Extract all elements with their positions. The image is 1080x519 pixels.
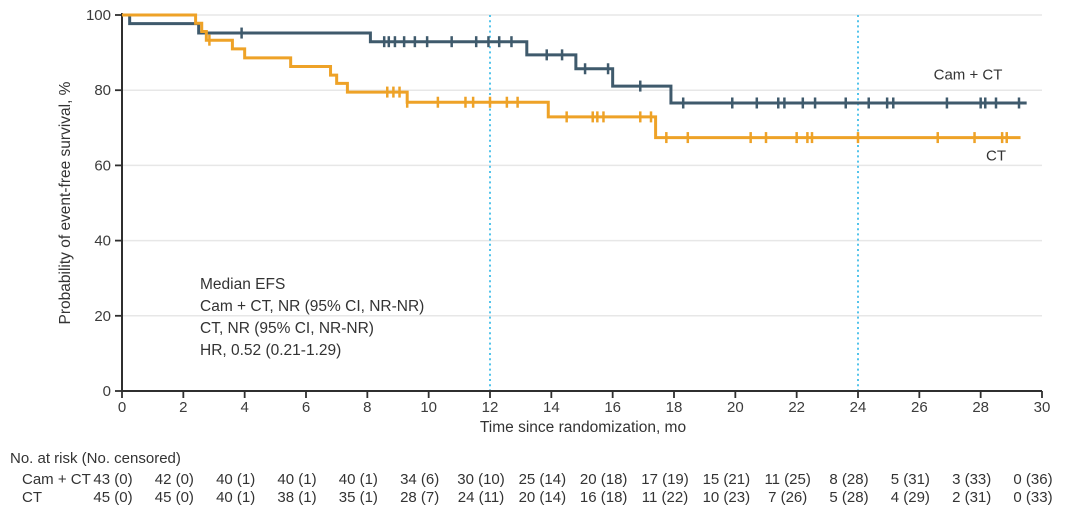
x-tick-label-12: 12 <box>482 399 499 416</box>
y-tick-label-100: 100 <box>86 7 111 24</box>
x-tick-label-22: 22 <box>788 399 805 416</box>
x-tick-label-20: 20 <box>727 399 744 416</box>
survival-curve-cam-ct <box>122 13 1027 105</box>
y-axis-title: Probability of event-free survival, % <box>57 81 74 325</box>
risk-cell: 7 (26) <box>768 489 808 506</box>
risk-row-label-cam-ct: Cam + CT <box>22 471 91 488</box>
annotation-line-ct: CT, NR (95% CI, NR-NR) <box>200 320 374 337</box>
risk-cell: 0 (33) <box>1013 489 1053 506</box>
x-tick-label-0: 0 <box>118 399 126 416</box>
risk-cell: 45 (0) <box>93 489 133 506</box>
y-tick-label-80: 80 <box>94 82 111 99</box>
risk-cell: 24 (11) <box>457 489 505 506</box>
risk-cell: 20 (18) <box>579 471 628 488</box>
risk-cell: 8 (28) <box>829 471 869 488</box>
annotation-line-cam-ct: Cam + CT, NR (95% CI, NR-NR) <box>200 298 425 315</box>
x-tick-label-6: 6 <box>302 399 310 416</box>
y-tick-label-20: 20 <box>94 308 111 325</box>
annotation-line-median-efs: Median EFS <box>200 276 286 293</box>
risk-cell: 40 (1) <box>216 471 256 488</box>
x-tick-label-10: 10 <box>420 399 437 416</box>
risk-cell: 10 (23) <box>702 489 751 506</box>
risk-cell: 15 (21) <box>702 471 751 488</box>
y-tick-label-60: 60 <box>94 157 111 174</box>
risk-cell: 3 (33) <box>952 471 992 488</box>
survival-curve-ct <box>122 13 1021 140</box>
risk-cell: 40 (1) <box>216 489 256 506</box>
x-tick-label-4: 4 <box>240 399 248 416</box>
risk-cell: 38 (1) <box>277 489 317 506</box>
x-tick-label-30: 30 <box>1034 399 1051 416</box>
x-tick-label-26: 26 <box>911 399 928 416</box>
risk-table-header: No. at risk (No. censored) <box>10 450 181 467</box>
x-tick-label-2: 2 <box>179 399 187 416</box>
y-tick-label-0: 0 <box>103 383 111 400</box>
risk-cell: 35 (1) <box>338 489 378 506</box>
risk-cell: 45 (0) <box>154 489 194 506</box>
risk-cell: 43 (0) <box>93 471 133 488</box>
risk-cell: 11 (25) <box>764 471 811 488</box>
risk-cell: 25 (14) <box>518 471 567 488</box>
series-label-ct: CT <box>986 147 1006 165</box>
risk-cell: 5 (28) <box>829 489 869 506</box>
risk-cell: 40 (1) <box>338 471 378 488</box>
risk-cell: 2 (31) <box>952 489 992 506</box>
risk-cell: 4 (29) <box>890 489 930 506</box>
risk-cell: 16 (18) <box>579 489 628 506</box>
x-tick-label-24: 24 <box>850 399 867 416</box>
risk-cell: 34 (6) <box>400 471 440 488</box>
x-axis-title: Time since randomization, mo <box>479 419 687 436</box>
series-label-cam-ct: Cam + CT <box>933 66 1003 84</box>
median-efs-annotation: Median EFS Cam + CT, NR (95% CI, NR-NR) … <box>200 274 424 362</box>
x-tick-label-28: 28 <box>972 399 989 416</box>
x-tick-label-8: 8 <box>363 399 371 416</box>
risk-cell: 5 (31) <box>890 471 930 488</box>
x-tick-label-14: 14 <box>543 399 560 416</box>
risk-cell: 0 (36) <box>1013 471 1053 488</box>
x-tick-label-16: 16 <box>604 399 621 416</box>
x-tick-label-18: 18 <box>666 399 683 416</box>
risk-cell: 42 (0) <box>154 471 194 488</box>
y-tick-label-40: 40 <box>94 233 111 250</box>
risk-cell: 30 (10) <box>457 471 505 488</box>
risk-cell: 11 (22) <box>641 489 689 506</box>
risk-cell: 40 (1) <box>277 471 317 488</box>
risk-cell: 17 (19) <box>641 471 689 488</box>
risk-cell: 20 (14) <box>518 489 567 506</box>
risk-row-label-ct: CT <box>22 489 42 506</box>
annotation-line-hr: HR, 0.52 (0.21-1.29) <box>200 342 342 359</box>
risk-cell: 28 (7) <box>400 489 440 506</box>
